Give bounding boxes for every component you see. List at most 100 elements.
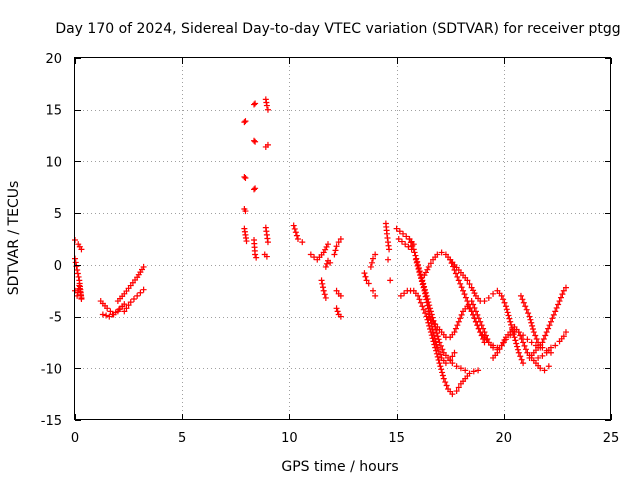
data-point-arc-ap [498,342,505,349]
x-tick-labels: 0 5 10 15 20 25 [71,431,619,446]
data-point-arc-ai [453,388,460,395]
data-point-arc-aq [533,335,540,342]
data-point-arc-an [514,346,521,353]
data-point-arc-b [74,267,81,274]
data-point-arc-ak [432,338,439,345]
data-point-arc-s [263,253,270,260]
data-point-arc-an [518,356,525,363]
data-point-arc-p [264,106,271,113]
data-point-arc-ai [442,379,449,386]
data-point-arc-aj [435,336,442,343]
data-point-arc-an [498,292,505,299]
data-point-arc-ao [475,315,482,322]
data-point-arc-ai [439,372,446,379]
data-point-arc-ac [370,287,377,294]
data-point-arc-as [547,344,554,351]
data-point-arc-aa [363,277,370,284]
data-point-arc-aq [529,325,536,332]
data-point-arc-an [507,318,514,325]
data-point-arc-al [424,266,431,273]
data-point-arc-ak [420,284,427,291]
data-point-arc-ai [436,360,443,367]
data-point-arc-ae [385,256,392,263]
data-point-arc-p [263,102,270,109]
data-point-arc-m [251,137,258,144]
data-point-arc-ao [471,304,478,311]
data-point-arc-u [322,246,329,253]
data-point-arc-al [452,270,459,277]
data-point-arc-x [333,243,340,250]
data-point-arc-al [462,294,469,301]
data-point-arc-as [560,333,567,340]
data-point-arc-a [78,246,85,253]
y-tick-label: -5 [49,311,62,326]
data-point-arc-ap [500,339,507,346]
data-point-arc-x [335,239,342,246]
data-point-arc-aq [523,306,530,313]
data-point-arc-ar [550,311,557,318]
data-point-arc-al [454,273,461,280]
data-point-arc-aa [362,273,369,280]
data-point-arc-x [337,236,344,242]
data-point-arc-ap [520,332,527,339]
data-point-arc-an [502,303,509,310]
data-point-arc-c [74,292,81,299]
data-point-arc-ai [435,357,442,364]
data-point-arc-ai [401,290,408,297]
data-point-arc-ar [542,332,549,339]
data-point-arc-ag [400,230,407,237]
data-point-arc-an [485,294,492,301]
data-point-arc-g [125,302,132,309]
data-point-arc-ap [494,349,501,356]
data-point-arc-al [455,277,462,284]
x-tick-label: 10 [281,431,298,446]
data-point-arc-u [311,254,318,261]
data-point-arc-n [252,185,259,192]
data-point-arc-ak [425,308,432,315]
data-point-arc-ai [470,368,477,375]
data-point-arc-ao [484,335,491,342]
data-point-arc-am [457,315,464,322]
data-point-arc-e [99,311,106,318]
x-tick-label: 5 [178,431,186,446]
data-point-arc-e [115,306,122,313]
data-point-arc-an [505,312,512,319]
data-point-arc-ao [541,367,548,374]
data-point-arc-ai [475,367,482,374]
data-point-arc-aj [449,360,456,367]
data-point-arc-an [500,296,507,303]
data-point-arc-ai [437,363,444,370]
data-point-arc-t [292,229,299,236]
data-point-arc-l [252,100,259,107]
data-point-arc-u [324,241,331,248]
data-point-arc-ak [413,259,420,266]
data-point-arc-v [319,280,326,287]
data-point-arc-ai [415,292,422,299]
data-point-arc-ai [422,310,429,317]
data-point-arc-ar [549,315,556,322]
data-point-arc-ao [474,311,481,318]
data-point-arc-aj [410,246,417,253]
y-tick-label: 10 [45,155,62,170]
data-point-arc-aj [436,339,443,346]
data-point-arc-am [452,325,459,332]
data-point-arc-b [75,273,82,280]
data-point-arc-x [331,251,338,258]
data-point-arc-r [264,239,271,246]
data-point-arc-ar [552,308,559,315]
data-point-arc-ak [422,293,429,300]
data-point-arc-b [74,270,81,277]
data-point-arc-ak [431,335,438,342]
data-point-arc-ak [423,296,430,303]
data-point-arc-as [535,354,542,361]
y-tick-label: 20 [45,52,62,67]
data-point-arc-ab [368,259,375,266]
data-point-arc-an [464,277,471,284]
data-point-arc-aq [519,296,526,303]
data-point-arc-am [454,322,461,329]
data-point-arc-al [460,287,467,294]
data-point-arc-aj [457,365,464,372]
data-point-arc-ak [418,275,425,282]
data-point-arc-an [466,280,473,287]
